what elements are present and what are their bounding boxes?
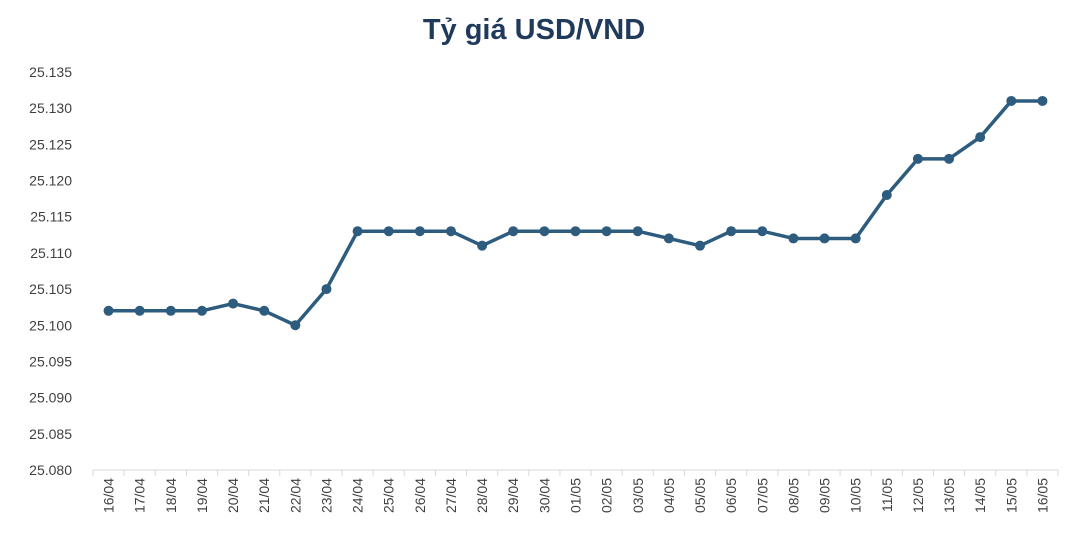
- x-tick-label: 26/04: [412, 478, 428, 513]
- data-point: [352, 226, 363, 237]
- data-point: [819, 233, 830, 244]
- data-point: [570, 226, 581, 237]
- data-point: [1037, 95, 1048, 106]
- x-tick-label: 11/05: [879, 478, 895, 512]
- series-group: [103, 95, 1048, 331]
- series-line: [106, 99, 1045, 328]
- data-point: [196, 305, 207, 316]
- y-tick-label: 25.090: [29, 390, 72, 406]
- y-tick-label: 25.105: [29, 281, 72, 297]
- chart-title: Tỷ giá USD/VND: [422, 14, 646, 46]
- data-point: [539, 226, 550, 237]
- x-tick-label: 09/05: [817, 478, 833, 513]
- x-tick-label: 12/05: [910, 478, 926, 513]
- data-point: [383, 226, 394, 237]
- x-tick-label: 28/04: [474, 478, 490, 513]
- y-tick-label: 25.080: [29, 462, 72, 478]
- x-tick-label: 20/04: [225, 478, 241, 513]
- data-point: [695, 240, 706, 251]
- y-axis: 25.080 25.085 25.090 25.095 25.100 25.105 25.1…: [29, 64, 72, 478]
- x-tick-label: 27/04: [443, 478, 459, 513]
- data-point: [508, 226, 519, 237]
- x-tick-label: 02/05: [599, 478, 615, 513]
- y-tick-label: 25.115: [30, 209, 72, 225]
- x-tick-label: 10/05: [848, 478, 864, 513]
- data-point: [881, 190, 892, 201]
- data-point: [1006, 95, 1017, 106]
- x-tick-label: 29/04: [505, 478, 521, 513]
- data-point: [663, 233, 674, 244]
- x-tick-label: 24/04: [350, 478, 366, 513]
- data-point: [850, 233, 861, 244]
- data-point: [414, 226, 425, 237]
- data-point: [632, 226, 643, 237]
- data-point: [165, 305, 176, 316]
- x-tick-label: 05/05: [692, 478, 708, 513]
- data-point: [944, 153, 955, 164]
- data-point: [134, 305, 145, 316]
- data-point: [321, 284, 332, 295]
- x-tick-label: 17/04: [132, 478, 148, 513]
- x-tick-label: 18/04: [163, 478, 179, 513]
- x-tick-label: 23/04: [318, 478, 334, 513]
- y-tick-label: 25.095: [29, 353, 72, 369]
- data-point: [726, 226, 737, 237]
- data-point: [103, 305, 114, 316]
- y-tick-label: 25.100: [29, 317, 72, 333]
- x-tick-label: 08/05: [785, 478, 801, 513]
- y-tick-label: 25.135: [29, 64, 72, 80]
- data-point: [757, 226, 768, 237]
- x-tick-label: 16/04: [101, 478, 117, 513]
- data-point: [290, 320, 301, 331]
- x-tick-label: 13/05: [941, 478, 957, 513]
- data-point: [788, 233, 799, 244]
- x-tick-label: 30/04: [536, 478, 552, 513]
- x-tick-label: 19/04: [194, 478, 210, 513]
- data-point: [975, 132, 986, 143]
- x-tick-label: 16/05: [1034, 478, 1050, 513]
- data-point: [601, 226, 612, 237]
- data-point: [228, 298, 239, 309]
- x-tick-label: 25/04: [381, 478, 397, 513]
- x-tick-label: 21/04: [256, 478, 272, 513]
- x-tick-label: 01/05: [568, 478, 584, 513]
- y-tick-label: 25.120: [29, 173, 72, 189]
- x-tick-label: 06/05: [723, 478, 739, 513]
- data-point: [259, 305, 270, 316]
- y-tick-label: 25.085: [29, 426, 72, 442]
- data-point: [912, 153, 923, 164]
- y-tick-label: 25.110: [30, 245, 72, 261]
- y-tick-label: 25.130: [29, 100, 72, 116]
- x-tick-label: 07/05: [754, 478, 770, 513]
- x-axis: 16/04 17/04 18/04 19/04 20/04 21/04 22/04 23/04…: [92, 469, 1059, 513]
- x-tick-label: 15/05: [1003, 478, 1019, 513]
- x-tick-label: 22/04: [287, 478, 303, 513]
- y-tick-label: 25.125: [29, 136, 72, 152]
- data-point: [445, 226, 456, 237]
- data-point: [477, 240, 488, 251]
- x-tick-label: 03/05: [630, 478, 646, 513]
- x-tick-label: 04/05: [661, 478, 677, 513]
- x-tick-label: 14/05: [972, 478, 988, 513]
